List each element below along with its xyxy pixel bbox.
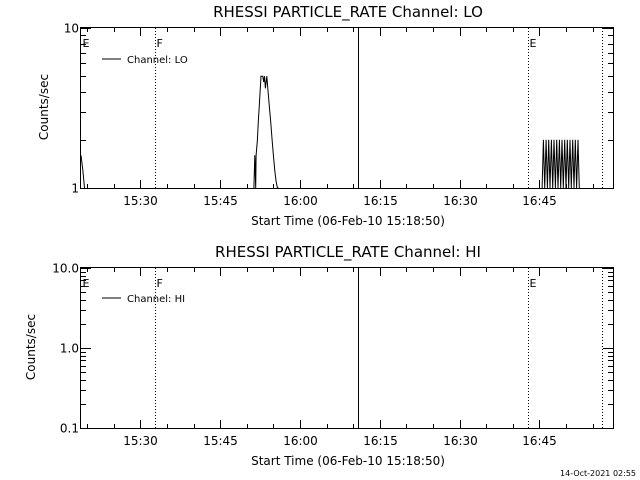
panel-lo-xtick-label: 15:45 bbox=[203, 194, 238, 208]
panel-lo-series-line bbox=[541, 139, 580, 189]
panel-lo-ylabel: Counts/sec bbox=[37, 74, 51, 140]
panel-hi-marker-label: E bbox=[530, 277, 537, 290]
panel-lo-series bbox=[80, 75, 580, 189]
panel-hi-xtick-label: 16:00 bbox=[283, 434, 318, 448]
panel-lo-xtick-label: 16:00 bbox=[283, 194, 318, 208]
panel-hi-xtick-label: 16:15 bbox=[363, 434, 398, 448]
panel-hi-legend: Channel: HI bbox=[102, 294, 185, 305]
panel-hi-xtick-label: 15:30 bbox=[123, 434, 158, 448]
panel-hi-title: RHESSI PARTICLE_RATE Channel: HI bbox=[215, 243, 481, 262]
panel-lo-xtick-label: 16:30 bbox=[443, 194, 478, 208]
panel-hi-frame bbox=[80, 267, 614, 429]
panel-hi-xtick-label: 15:45 bbox=[203, 434, 238, 448]
panel-lo-title: RHESSI PARTICLE_RATE Channel: LO bbox=[213, 3, 483, 22]
panel-hi-ylabel: Counts/sec bbox=[24, 314, 38, 380]
panel-lo-xlabel: Start Time (06-Feb-10 15:18:50) bbox=[251, 214, 445, 228]
panel-lo-xtick-label: 16:15 bbox=[363, 194, 398, 208]
panel-hi-marker-label: F bbox=[157, 277, 163, 290]
panel-lo-legend: Channel: LO bbox=[102, 55, 188, 66]
panel-lo-marker-label: E bbox=[83, 37, 90, 50]
panel-lo-xtick-label: 15:30 bbox=[123, 194, 158, 208]
panel-lo-frame bbox=[80, 27, 614, 189]
panel-hi-legend-label: Channel: HI bbox=[127, 294, 185, 305]
panel-lo-ticks: 15:30 15:45 16:00 16:15 16:30 16:45 1 10 bbox=[64, 22, 613, 208]
panel-lo-legend-label: Channel: LO bbox=[127, 55, 188, 66]
panel-hi-ytick-label: 0.1 bbox=[60, 422, 79, 436]
footer-timestamp: 14-Oct-2021 02:55 bbox=[560, 469, 636, 478]
panel-lo-series-line bbox=[80, 155, 85, 189]
panel-hi-marker-label: E bbox=[83, 277, 90, 290]
panel-lo: RHESSI PARTICLE_RATE Channel: LO Counts/… bbox=[37, 3, 614, 228]
panel-lo-ytick-label: 10 bbox=[64, 22, 79, 36]
panel-lo-marker-label: E bbox=[530, 37, 537, 50]
panel-hi: RHESSI PARTICLE_RATE Channel: HI Counts/… bbox=[24, 243, 614, 468]
panel-hi-xtick-label: 16:45 bbox=[522, 434, 557, 448]
panel-hi-ticks: 15:30 15:45 16:00 16:15 16:30 16:45 0.1 1.0 10.0 bbox=[52, 262, 613, 448]
panel-hi-ytick-label: 1.0 bbox=[60, 342, 79, 356]
panel-lo-ytick-label: 1 bbox=[71, 182, 79, 196]
panel-hi-xtick-label: 16:30 bbox=[443, 434, 478, 448]
panel-lo-marker-label: F bbox=[157, 37, 163, 50]
panel-hi-xlabel: Start Time (06-Feb-10 15:18:50) bbox=[251, 454, 445, 468]
panel-lo-series-line bbox=[253, 75, 279, 189]
panel-lo-xtick-label: 16:45 bbox=[522, 194, 557, 208]
panel-hi-ytick-label: 10.0 bbox=[52, 262, 79, 276]
